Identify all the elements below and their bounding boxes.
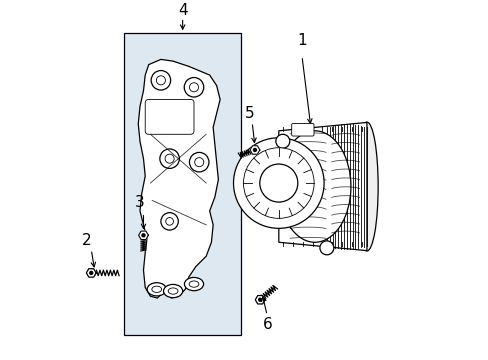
Ellipse shape: [184, 278, 203, 291]
Text: 6: 6: [263, 317, 272, 332]
Polygon shape: [138, 59, 220, 298]
Circle shape: [165, 154, 174, 163]
Ellipse shape: [152, 286, 161, 292]
Text: 1: 1: [297, 33, 306, 48]
Polygon shape: [255, 296, 264, 304]
Ellipse shape: [147, 283, 166, 296]
Circle shape: [165, 217, 173, 225]
Polygon shape: [138, 231, 148, 239]
Circle shape: [89, 271, 93, 275]
Circle shape: [243, 148, 313, 219]
Polygon shape: [278, 122, 366, 251]
Circle shape: [156, 76, 165, 85]
Ellipse shape: [163, 284, 183, 298]
Text: 5: 5: [245, 106, 254, 121]
Ellipse shape: [189, 281, 199, 287]
Circle shape: [184, 77, 203, 97]
Polygon shape: [86, 269, 96, 277]
Circle shape: [233, 138, 324, 228]
Ellipse shape: [355, 122, 377, 251]
Circle shape: [151, 71, 170, 90]
Text: 4: 4: [178, 3, 187, 18]
Text: 3: 3: [135, 195, 144, 210]
Circle shape: [189, 83, 198, 92]
Bar: [124, 33, 241, 334]
Circle shape: [189, 152, 208, 172]
Circle shape: [275, 134, 289, 148]
Circle shape: [194, 158, 203, 167]
Circle shape: [161, 213, 178, 230]
Ellipse shape: [168, 288, 178, 294]
Circle shape: [141, 233, 145, 238]
Circle shape: [160, 149, 179, 168]
Circle shape: [252, 148, 257, 152]
Circle shape: [259, 164, 297, 202]
Circle shape: [258, 298, 262, 302]
Circle shape: [319, 241, 333, 255]
FancyBboxPatch shape: [145, 99, 194, 134]
FancyBboxPatch shape: [291, 123, 313, 136]
Text: 2: 2: [82, 233, 92, 248]
Polygon shape: [249, 146, 259, 154]
Ellipse shape: [278, 131, 350, 242]
